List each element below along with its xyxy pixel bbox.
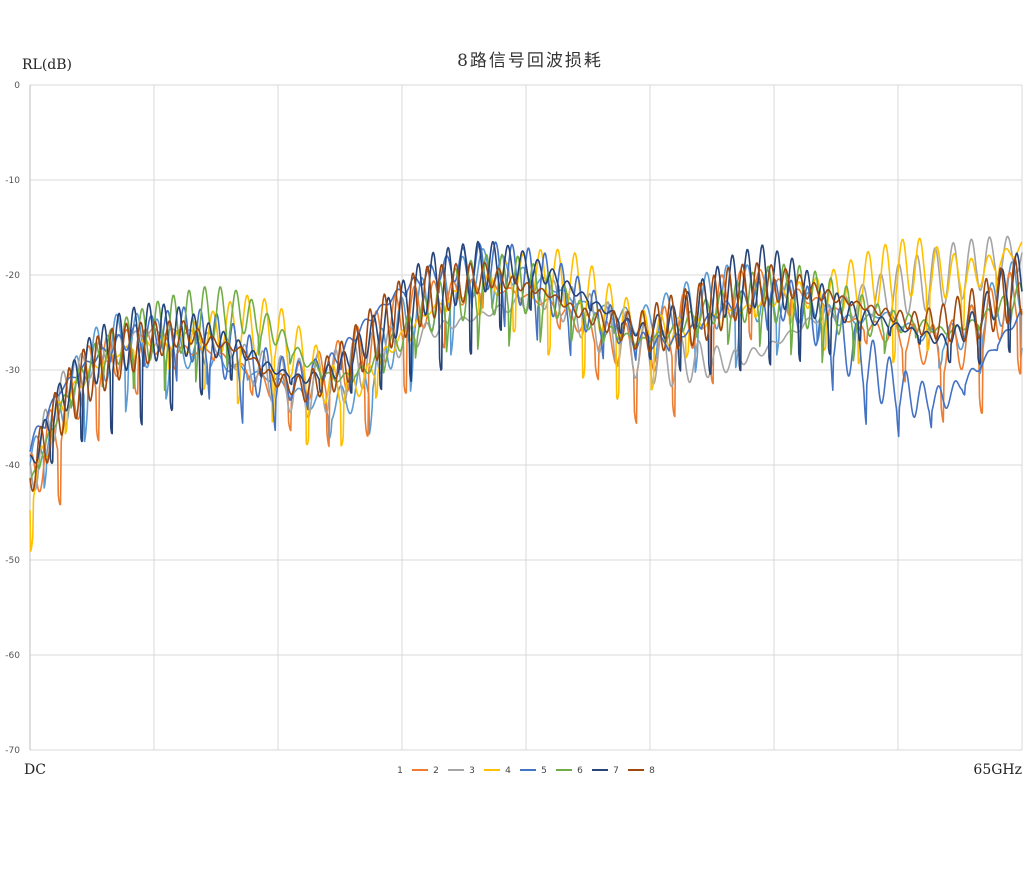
legend-label-7: 7 [613, 766, 619, 776]
grid [29, 84, 1023, 751]
series-line-8 [29, 257, 1023, 492]
legend: 1 2 3 4 5 6 7 8 [397, 766, 655, 776]
legend-label-2: 2 [433, 766, 439, 776]
y-tick-labels: 0 -10 -20 -30 -40 -50 -60 -70 [5, 81, 20, 756]
y-tick-label: -10 [5, 176, 20, 186]
y-axis-label: RL(dB) [22, 57, 72, 73]
legend-label-5: 5 [541, 766, 547, 776]
legend-label-1: 1 [397, 766, 403, 776]
y-tick-label: 0 [14, 81, 20, 91]
x-axis-end-label: 65GHz [973, 762, 1022, 778]
series-line-7 [29, 240, 1023, 465]
series-lines [29, 235, 1023, 552]
legend-label-4: 4 [505, 766, 511, 776]
y-tick-label: -20 [5, 271, 20, 281]
legend-label-8: 8 [649, 766, 655, 776]
chart-title: 8路信号回波损耗 [457, 51, 603, 71]
legend-label-6: 6 [577, 766, 583, 776]
x-axis-start-label: DC [24, 762, 46, 778]
series-line-6 [29, 253, 1023, 483]
y-tick-label: -50 [5, 556, 20, 566]
legend-label-3: 3 [469, 766, 475, 776]
y-tick-label: -60 [5, 651, 20, 661]
y-tick-label: -40 [5, 461, 20, 471]
y-tick-label: -30 [5, 366, 20, 376]
y-tick-label: -70 [5, 746, 20, 756]
